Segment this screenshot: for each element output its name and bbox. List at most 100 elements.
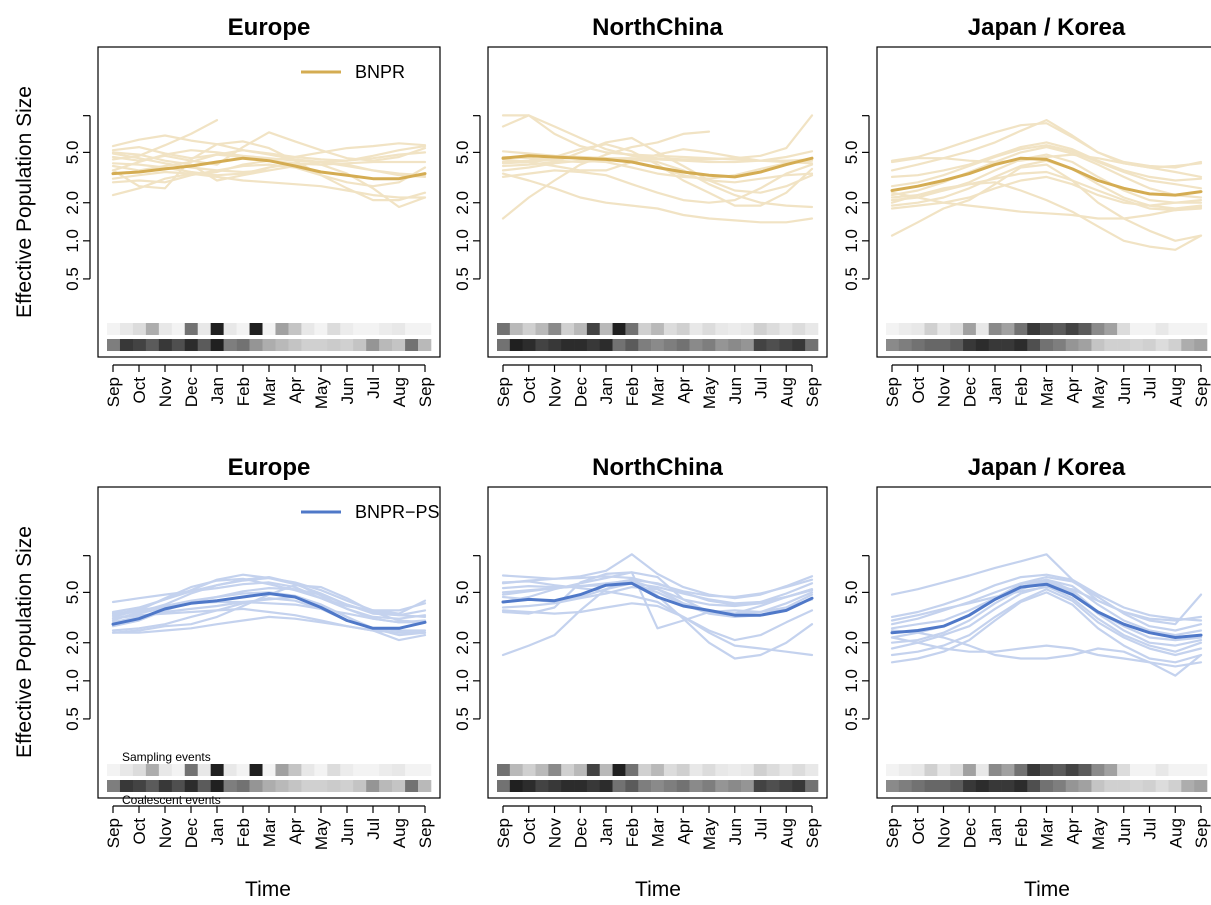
sampling-event-cell: [1052, 764, 1067, 776]
sampling-event-cell: [275, 323, 289, 335]
coalescent-event-cell: [288, 339, 302, 351]
sampling-event-cell: [405, 764, 419, 776]
coalescent-event-cell: [886, 339, 900, 351]
sampling-event-cell: [728, 764, 742, 776]
median-line: [111, 156, 427, 181]
y-tick-label: 1.0: [842, 669, 861, 693]
x-tick-label: Sep: [883, 377, 902, 407]
sampling-event-cell: [509, 323, 523, 335]
sampling-event-cell: [314, 764, 328, 776]
x-tick-label: Sep: [883, 818, 902, 848]
sampling-event-cell: [963, 764, 977, 776]
plot-frame: [487, 46, 828, 358]
sampling-event-cell: [1091, 764, 1105, 776]
sampling-event-cell: [663, 323, 678, 335]
sampling-event-cell: [548, 323, 562, 335]
sampling-event-cell: [119, 323, 134, 335]
coalescent-event-cell: [548, 780, 562, 792]
y-tick-label: 2.0: [453, 631, 472, 655]
sampling-event-cell: [638, 323, 652, 335]
coalescent-event-cell: [497, 339, 511, 351]
legend-label: BNPR−PS: [355, 502, 440, 522]
coalescent-event-cell: [1014, 339, 1028, 351]
x-tick-label: Nov: [546, 818, 565, 849]
coalescent-event-cell: [561, 339, 575, 351]
x-tick-label: Jan: [208, 377, 227, 404]
x-tick-label: Aug: [777, 377, 796, 407]
sampling-event-cell: [1014, 323, 1028, 335]
panel-northchina-bnpr-ps: NorthChina 0.5 1.0 2.0 5.0 Sep Oct Nov Dec Jan Feb…: [453, 454, 828, 851]
coalescent-event-cell: [779, 339, 793, 351]
sample-trajectory-line: [111, 581, 427, 620]
coalescent-event-cell: [249, 339, 263, 351]
x-tick-label: Jun: [1115, 377, 1134, 404]
sampling-event-cell: [1091, 323, 1105, 335]
y-tick-label: 2.0: [63, 631, 82, 655]
sampling-event-cell: [1001, 323, 1015, 335]
x-tick-label: Jun: [338, 818, 357, 845]
coalescent-event-cell: [1117, 339, 1131, 351]
coalescent-event-cell: [715, 339, 729, 351]
sampling-event-cell: [210, 764, 224, 776]
sampling-event-cell: [1014, 764, 1028, 776]
coalescent-event-cell: [689, 780, 703, 792]
x-tick-label: Feb: [234, 377, 253, 406]
sampling-event-cell: [740, 323, 755, 335]
sample-trajectory-line: [501, 159, 814, 180]
x-tick-label: May: [700, 818, 719, 851]
x-tick-label: Aug: [390, 818, 409, 848]
sample-trajectory-line: [890, 586, 1203, 626]
sampling-event-cell: [497, 764, 511, 776]
coalescent-event-cell: [963, 339, 977, 351]
x-tick-label: Nov: [546, 377, 565, 408]
sampling-event-cell: [418, 764, 432, 776]
coalescent-event-cell: [210, 780, 224, 792]
coalescent-event-cell: [223, 780, 237, 792]
coalescent-event-cell: [924, 339, 938, 351]
sampling-event-cell: [715, 323, 729, 335]
coalescent-event-cell: [158, 339, 173, 351]
sampling-event-cell: [522, 323, 536, 335]
x-tick-label: Mar: [260, 377, 279, 407]
coalescent-event-cell: [132, 339, 147, 351]
coalescent-event-cell: [625, 339, 639, 351]
coalescent-event-cell: [1027, 339, 1041, 351]
coalescent-event-cell: [1117, 780, 1131, 792]
sampling-event-cell: [689, 323, 703, 335]
x-tick-label: Jun: [338, 377, 357, 404]
sample-trajectory-line: [890, 580, 1203, 647]
coalescent-event-cell: [988, 339, 1002, 351]
coalescent-event-cell: [792, 339, 806, 351]
coalescent-event-cell: [184, 339, 199, 351]
median-line: [501, 154, 814, 179]
sampling-event-cell: [753, 323, 767, 335]
coalescent-event-cell: [574, 339, 588, 351]
sample-trajectory-line: [890, 181, 1203, 251]
coalescent-event-cell: [158, 780, 173, 792]
sampling-event-cell: [184, 764, 199, 776]
sample-trajectory-line: [501, 163, 814, 204]
sampling-event-cell: [728, 323, 742, 335]
sample-trajectory-line: [111, 140, 427, 202]
panel-europe-bnpr: Europe 0.5 1.0 2.0 5.0 Sep Oct Nov Dec Jan Feb Mar A…: [63, 14, 441, 409]
coalescent-event-cell: [612, 780, 626, 792]
coalescent-event-cell: [753, 339, 767, 351]
coalescent-event-cell: [392, 780, 406, 792]
sampling-event-cell: [340, 764, 354, 776]
legend-label: BNPR: [355, 62, 405, 82]
coalescent-event-cell: [766, 339, 780, 351]
x-tick-label: Mar: [649, 818, 668, 848]
sampling-event-cell: [249, 323, 263, 335]
sample-trajectory-line: [111, 131, 427, 166]
sampling-event-cell: [1181, 323, 1195, 335]
sampling-event-cell: [1168, 323, 1182, 335]
coalescent-event-cell: [1181, 339, 1195, 351]
coalescent-event-cell: [663, 780, 678, 792]
coalescent-event-cell: [119, 780, 134, 792]
coalescent-event-cell: [740, 339, 755, 351]
sampling-event-cell: [950, 764, 964, 776]
coalescent-event-cell: [327, 780, 341, 792]
sampling-event-cell: [676, 764, 690, 776]
sampling-event-cell: [107, 323, 121, 335]
coalescent-event-cell: [1104, 780, 1118, 792]
